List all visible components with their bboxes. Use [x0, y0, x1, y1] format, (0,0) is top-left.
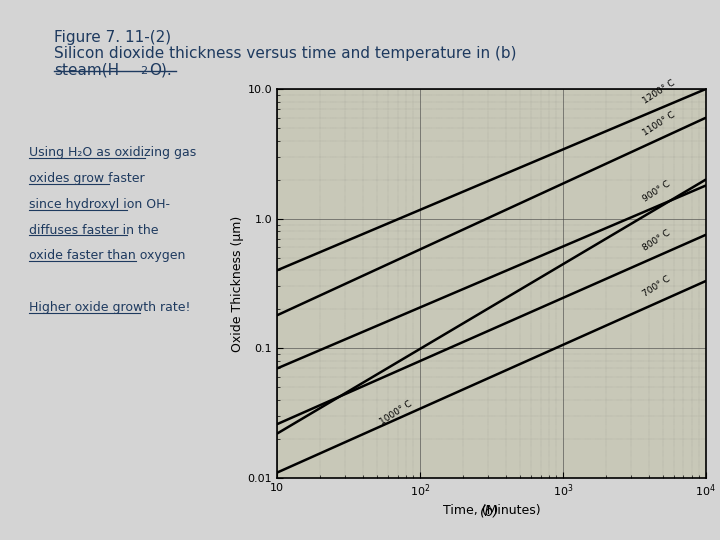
X-axis label: Time, (Minutes): Time, (Minutes): [443, 503, 540, 517]
Text: 1100° C: 1100° C: [641, 111, 676, 138]
Text: 2: 2: [140, 66, 148, 76]
Text: oxides grow faster: oxides grow faster: [29, 172, 145, 185]
Text: O).: O).: [149, 62, 172, 77]
Text: Figure 7. 11-(2): Figure 7. 11-(2): [54, 30, 171, 45]
Text: 700° C: 700° C: [641, 275, 672, 299]
Text: since hydroxyl ion OH-: since hydroxyl ion OH-: [29, 198, 170, 211]
Y-axis label: Oxide Thickness (µm): Oxide Thickness (µm): [230, 215, 243, 352]
Text: 1000° C: 1000° C: [378, 399, 414, 426]
Text: (b): (b): [480, 504, 500, 518]
Text: 1200° C: 1200° C: [641, 78, 676, 105]
Text: Using H₂O as oxidizing gas: Using H₂O as oxidizing gas: [29, 146, 196, 159]
Text: diffuses faster in the: diffuses faster in the: [29, 224, 158, 237]
Text: 900° C: 900° C: [641, 180, 672, 204]
Text: steam(H: steam(H: [54, 62, 119, 77]
Text: Silicon dioxide thickness versus time and temperature in (b): Silicon dioxide thickness versus time an…: [54, 46, 516, 61]
Text: 800° C: 800° C: [641, 228, 672, 252]
Text: Higher oxide growth rate!: Higher oxide growth rate!: [29, 301, 190, 314]
Text: oxide faster than oxygen: oxide faster than oxygen: [29, 249, 185, 262]
